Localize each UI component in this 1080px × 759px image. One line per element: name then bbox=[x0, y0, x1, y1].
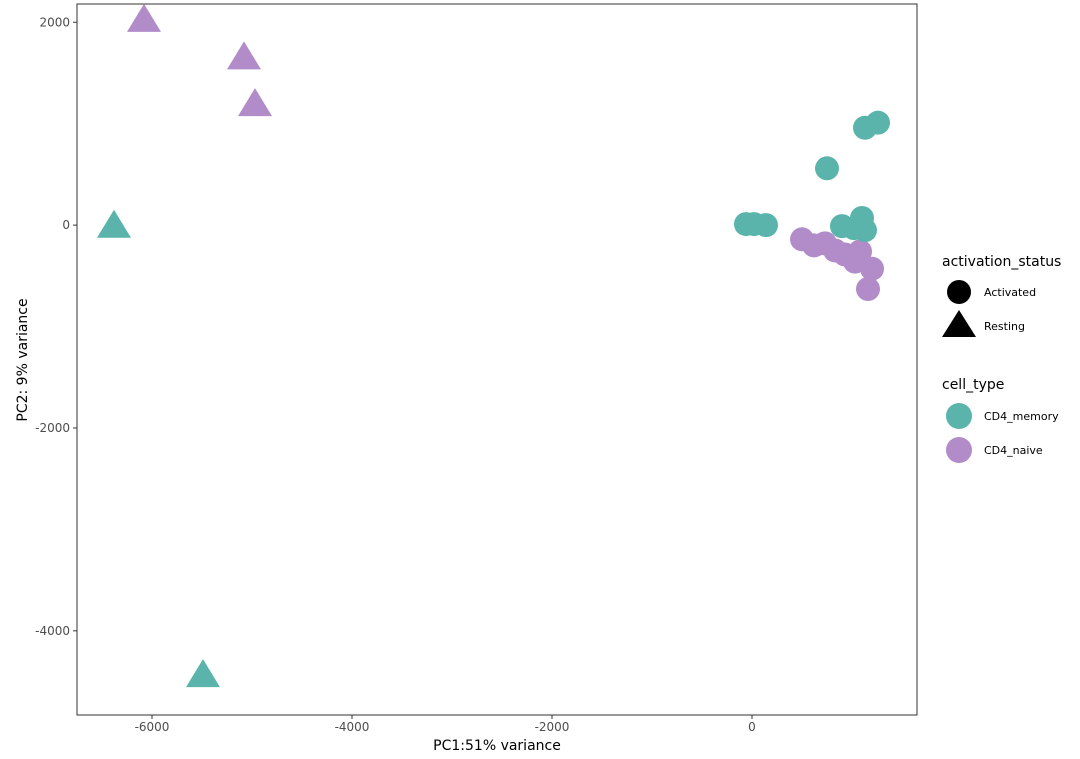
x-tick-label: -6000 bbox=[135, 720, 170, 734]
point-circle bbox=[853, 218, 877, 243]
y-axis: -4000 -2000 0 2000 bbox=[35, 15, 77, 638]
legend-label-activated: Activated bbox=[984, 286, 1036, 299]
y-tick-label: -4000 bbox=[35, 624, 70, 638]
point-circle bbox=[860, 256, 884, 281]
x-tick-label: -4000 bbox=[335, 720, 370, 734]
legend-label-cd4-naive: CD4_naive bbox=[984, 444, 1043, 457]
y-tick-label: 0 bbox=[62, 218, 70, 232]
point-circle bbox=[754, 213, 778, 238]
legend-label-cd4-memory: CD4_memory bbox=[984, 410, 1059, 423]
y-tick-label: -2000 bbox=[35, 421, 70, 435]
x-tick-label: 0 bbox=[748, 720, 756, 734]
x-axis-title: PC1:51% variance bbox=[433, 738, 561, 754]
point-circle bbox=[848, 239, 872, 264]
y-tick-label: 2000 bbox=[39, 15, 70, 29]
legend-title-cell-type: cell_type bbox=[942, 377, 1004, 393]
point-triangle bbox=[127, 3, 161, 32]
plot-panel bbox=[76, 3, 918, 716]
points-layer bbox=[97, 3, 890, 688]
point-circle bbox=[815, 156, 839, 181]
legend: activation_status Activated Resting cell… bbox=[942, 254, 1061, 463]
point-triangle bbox=[227, 41, 261, 70]
point-triangle bbox=[97, 209, 131, 238]
legend-title-activation-status: activation_status bbox=[942, 254, 1061, 270]
legend-key-cd4-naive bbox=[946, 437, 972, 463]
legend-key-activated bbox=[947, 280, 971, 304]
point-circle bbox=[866, 110, 890, 135]
legend-key-resting bbox=[942, 310, 976, 337]
x-axis: -6000 -4000 -2000 0 bbox=[135, 715, 756, 734]
point-triangle bbox=[186, 659, 220, 688]
point-triangle bbox=[238, 88, 272, 117]
x-tick-label: -2000 bbox=[535, 720, 570, 734]
legend-label-resting: Resting bbox=[984, 320, 1025, 333]
legend-key-cd4-memory bbox=[946, 403, 972, 429]
y-axis-title: PC2: 9% variance bbox=[15, 298, 31, 421]
point-circle bbox=[856, 277, 880, 302]
